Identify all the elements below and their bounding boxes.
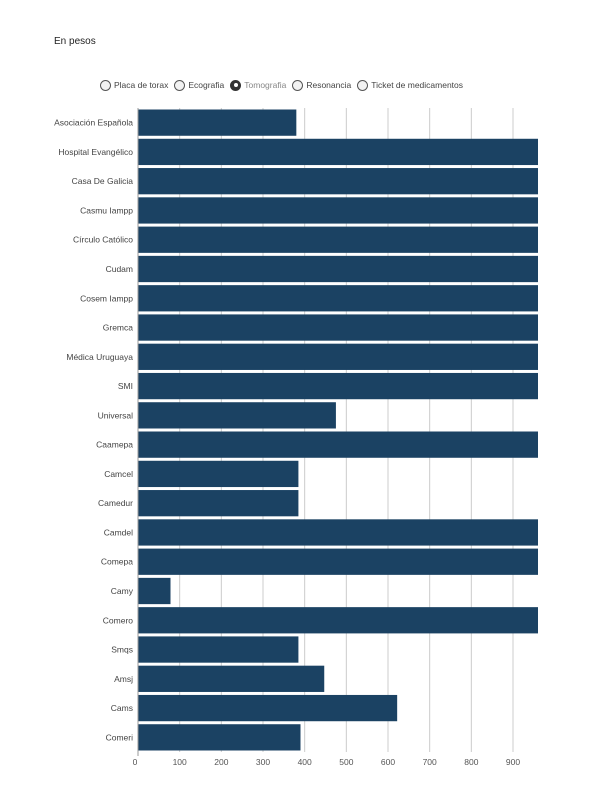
bar[interactable] bbox=[138, 138, 538, 166]
category-label: Asociación Española bbox=[54, 118, 133, 128]
category-label: Comero bbox=[103, 615, 134, 625]
bar[interactable] bbox=[138, 343, 538, 370]
x-tick-label: 900 bbox=[506, 757, 520, 767]
filter-placa-de-torax[interactable]: Placa de torax bbox=[100, 79, 169, 91]
bar[interactable] bbox=[138, 577, 171, 605]
bar[interactable] bbox=[138, 519, 538, 546]
category-label: Cudam bbox=[106, 264, 133, 274]
category-label: Comepa bbox=[101, 557, 133, 567]
bar[interactable] bbox=[138, 197, 538, 224]
filter-label: Resonancia bbox=[306, 80, 352, 90]
bar[interactable] bbox=[138, 548, 538, 575]
x-tick-label: 800 bbox=[464, 757, 478, 767]
bar[interactable] bbox=[138, 402, 336, 429]
category-label: Universal bbox=[98, 410, 134, 420]
bar[interactable] bbox=[138, 314, 538, 341]
bar[interactable] bbox=[138, 724, 301, 751]
category-label: SMI bbox=[118, 381, 133, 391]
bar[interactable] bbox=[138, 694, 398, 722]
radio-icon[interactable] bbox=[230, 79, 242, 91]
bar[interactable] bbox=[138, 490, 299, 517]
filter-tomografia[interactable]: Tomografia bbox=[230, 79, 287, 91]
x-tick-label: 700 bbox=[423, 757, 437, 767]
bar[interactable] bbox=[138, 431, 538, 458]
category-label: Camedur bbox=[98, 498, 133, 508]
bar[interactable] bbox=[138, 226, 538, 253]
filter-radio-group: Placa de torax Ecografia Tomografia Reso… bbox=[100, 76, 520, 94]
bar[interactable] bbox=[138, 460, 299, 488]
filter-label: Ticket de medicamentos bbox=[371, 80, 464, 90]
bar[interactable] bbox=[138, 372, 538, 400]
category-label: Comeri bbox=[106, 732, 134, 742]
filter-ecografia[interactable]: Ecografia bbox=[174, 79, 225, 91]
category-label: Camcel bbox=[104, 469, 133, 479]
bar[interactable] bbox=[138, 665, 325, 692]
x-tick-label: 600 bbox=[381, 757, 395, 767]
category-label: Camdel bbox=[104, 527, 133, 537]
category-label: Cams bbox=[111, 703, 133, 713]
x-tick-label: 100 bbox=[173, 757, 187, 767]
filter-label: Ecografia bbox=[188, 80, 225, 90]
category-label: Amsj bbox=[114, 674, 133, 684]
filter-label: Tomografia bbox=[244, 80, 287, 90]
category-label: Hospital Evangélico bbox=[58, 147, 133, 157]
radio-icon[interactable] bbox=[100, 79, 111, 91]
bar[interactable] bbox=[138, 109, 297, 136]
x-tick-label: 400 bbox=[298, 757, 312, 767]
category-label: Casmu Iampp bbox=[80, 205, 133, 215]
filter-label: Placa de torax bbox=[114, 80, 169, 90]
bar[interactable] bbox=[138, 255, 538, 283]
bar[interactable] bbox=[138, 168, 538, 195]
x-tick-label: 300 bbox=[256, 757, 270, 767]
radio-icon[interactable] bbox=[174, 79, 186, 91]
category-label: Cosem Iampp bbox=[80, 293, 133, 303]
category-label: Smqs bbox=[111, 645, 133, 655]
bar[interactable] bbox=[138, 636, 299, 663]
filter-resonancia[interactable]: Resonancia bbox=[292, 79, 352, 91]
x-tick-label: 500 bbox=[339, 757, 353, 767]
x-tick-label: 200 bbox=[214, 757, 228, 767]
category-label: Médica Uruguaya bbox=[66, 352, 133, 362]
filter-ticket-de-medicamentos[interactable]: Ticket de medicamentos bbox=[357, 79, 464, 91]
radio-icon[interactable] bbox=[292, 79, 304, 91]
category-label: Casa De Galicia bbox=[72, 176, 134, 186]
category-label: Gremca bbox=[103, 323, 134, 333]
x-tick-label: 0 bbox=[133, 757, 138, 767]
category-label: Caamepa bbox=[96, 440, 133, 450]
bar[interactable] bbox=[138, 607, 538, 634]
chart-subtitle: En pesos bbox=[54, 36, 96, 47]
category-label: Círculo Católico bbox=[73, 235, 133, 245]
category-label: Camy bbox=[111, 586, 134, 596]
bar[interactable] bbox=[138, 285, 538, 312]
radio-icon[interactable] bbox=[357, 79, 369, 91]
